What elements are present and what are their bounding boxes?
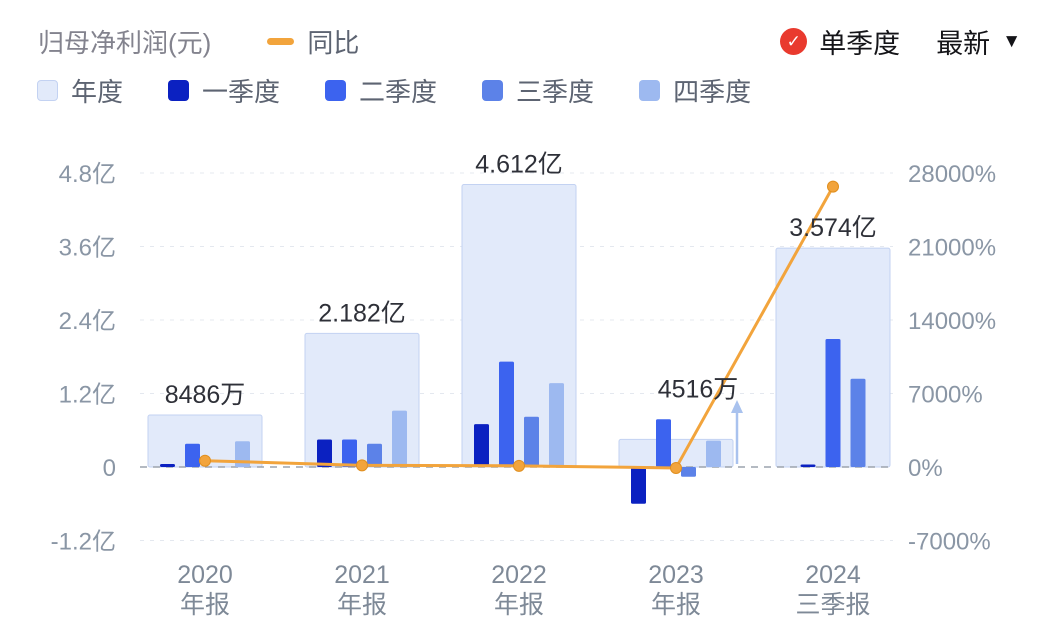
single-quarter-label: 单季度 — [819, 29, 901, 59]
data-label: 3.574亿 — [789, 214, 877, 242]
right-axis-tick: -7000% — [908, 529, 991, 556]
left-axis-tick: 2.4亿 — [59, 308, 116, 335]
yoy-point — [356, 459, 368, 472]
legend-item-q1[interactable]: 一季度 — [168, 72, 280, 109]
series-legend: 年度 一季度 二季度 三季度 四季度 — [37, 72, 751, 109]
quarter-bar-q4 — [706, 440, 721, 467]
q1-swatch — [168, 80, 190, 101]
quarter-bar-q1 — [317, 439, 332, 467]
q4-swatch — [639, 80, 661, 101]
yoy-line-swatch — [267, 38, 295, 45]
x-axis-label-year: 2023 — [648, 561, 704, 589]
up-arrow-head — [731, 400, 743, 413]
chart-header: 归母净利润(元) 同比 ✓ 单季度 最新 ▼ — [38, 22, 1021, 61]
checkmark-icon: ✓ — [780, 28, 808, 55]
caret-down-icon: ▼ — [1002, 30, 1021, 52]
left-axis-tick: -1.2亿 — [51, 529, 116, 556]
latest-dropdown[interactable]: 最新 ▼ — [936, 22, 1021, 61]
quarter-bar-q1 — [160, 463, 175, 467]
legend-label-q2: 二季度 — [359, 77, 438, 107]
x-axis-label-period: 年报 — [337, 591, 387, 619]
annual-swatch — [37, 80, 58, 101]
right-axis-tick: 21000% — [908, 235, 996, 262]
quarter-bar-q2 — [656, 419, 671, 467]
legend-label-q1: 一季度 — [202, 77, 281, 107]
legend-label-q4: 四季度 — [673, 77, 752, 107]
yoy-point — [199, 454, 211, 467]
quarter-bar-q2 — [185, 443, 200, 467]
x-axis-label-period: 年报 — [494, 591, 544, 619]
legend-item-q4[interactable]: 四季度 — [639, 72, 751, 109]
quarter-bar-q3 — [367, 443, 382, 467]
right-axis-tick: 14000% — [908, 308, 996, 335]
chart-title: 归母净利润(元) — [38, 28, 212, 58]
chart-controls: ✓ 单季度 最新 ▼ — [780, 22, 1021, 61]
quarter-bar-q1 — [800, 464, 816, 467]
left-axis-tick: 4.8亿 — [59, 161, 116, 188]
data-label: 8486万 — [165, 381, 246, 409]
data-label: 4.612亿 — [475, 151, 563, 179]
yoy-legend-label: 同比 — [307, 28, 360, 58]
quarter-bar-q3 — [850, 378, 866, 467]
quarter-bar-q2 — [342, 439, 357, 467]
data-label: 4516万 — [658, 375, 739, 403]
left-axis-tick: 3.6亿 — [59, 235, 116, 262]
legend-item-q3[interactable]: 三季度 — [482, 72, 594, 109]
quarter-bar-q3 — [524, 416, 539, 467]
q2-swatch — [325, 80, 347, 101]
yoy-point — [670, 461, 682, 474]
latest-label: 最新 — [936, 29, 991, 59]
quarter-bar-q2 — [825, 338, 841, 467]
single-quarter-toggle[interactable]: ✓ 单季度 — [780, 22, 900, 61]
quarter-bar-q1 — [631, 467, 646, 504]
yoy-point — [827, 180, 839, 193]
quarter-bar-q3 — [681, 467, 696, 477]
quarter-bar-q4 — [549, 383, 564, 467]
left-axis-tick: 1.2亿 — [59, 382, 116, 409]
quarter-bar-q1 — [474, 424, 489, 467]
quarter-bar-q4 — [392, 410, 407, 467]
left-axis-tick: 0 — [103, 455, 116, 482]
right-axis-tick: 28000% — [908, 161, 996, 188]
right-axis-tick: 7000% — [908, 382, 983, 409]
legend-item-yoy[interactable]: 同比 — [267, 23, 359, 60]
q3-swatch — [482, 80, 504, 101]
quarter-bar-q2 — [499, 361, 514, 467]
x-axis-label-period: 年报 — [651, 591, 701, 619]
x-axis-label-year: 2021 — [334, 561, 390, 589]
yoy-point — [513, 459, 525, 472]
x-axis-label-period: 三季报 — [795, 591, 870, 619]
x-axis-label-year: 2024 — [805, 561, 861, 589]
x-axis-label-year: 2020 — [177, 561, 233, 589]
x-axis-label-year: 2022 — [491, 561, 547, 589]
legend-label-annual: 年度 — [71, 77, 124, 107]
x-axis-label-period: 年报 — [180, 591, 230, 619]
legend-label-q3: 三季度 — [516, 77, 595, 107]
legend-item-annual[interactable]: 年度 — [37, 72, 123, 109]
data-label: 2.182亿 — [318, 299, 406, 327]
right-axis-tick: 0% — [908, 455, 943, 482]
legend-item-q2[interactable]: 二季度 — [325, 72, 437, 109]
